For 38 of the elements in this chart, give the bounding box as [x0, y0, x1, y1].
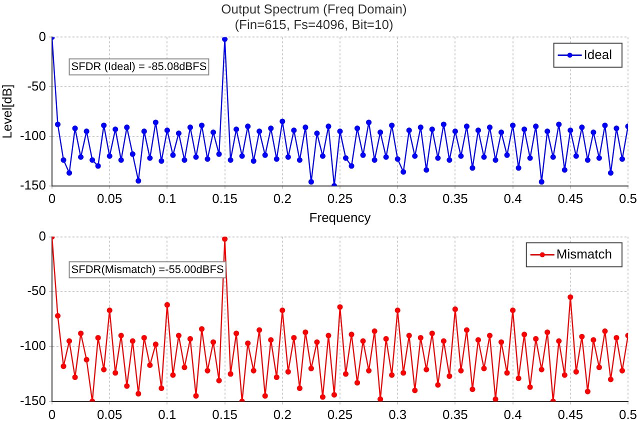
x-tick-label: 0.4 — [504, 191, 522, 206]
x-tick-label: 0.3 — [388, 406, 407, 422]
x-tick-label: 0 — [48, 406, 56, 422]
x-tick-label: 0.25 — [327, 406, 353, 422]
y-tick-label: 0 — [38, 228, 46, 244]
x-tick-label: 0.5 — [618, 191, 638, 206]
y-tick-label: -100 — [20, 128, 46, 143]
annotation: SFDR(Mismatch) =-55.00dBFS — [71, 264, 224, 276]
y-tick-label: -50 — [27, 283, 46, 298]
y-tick-label: -150 — [20, 177, 46, 192]
annotation: SFDR (Ideal) = -85.08dBFS — [71, 60, 207, 73]
x-axis-title: Frequency — [309, 210, 372, 225]
chart-subtitle: (Fin=615, Fs=4096, Bit=10) — [234, 16, 394, 32]
x-tick-label: 0.25 — [327, 191, 353, 206]
y-tick-label: -50 — [27, 78, 46, 94]
x-tick-label: 0.1 — [158, 191, 176, 206]
x-tick-label: 0.15 — [212, 406, 238, 422]
y-tick-label: -100 — [20, 338, 46, 354]
x-tick-label: 0.2 — [273, 191, 292, 206]
legend-label: Ideal — [584, 46, 612, 62]
x-tick-label: 0.15 — [212, 191, 238, 206]
x-tick-label: 0.5 — [618, 406, 638, 422]
x-tick-label: 0.45 — [558, 191, 584, 206]
x-tick-label: 0.35 — [442, 191, 468, 206]
x-tick-label: 0.05 — [96, 406, 122, 422]
y-axis-title: Level[dB] — [0, 84, 14, 139]
chart-title: Output Spectrum (Freq Domain) — [221, 1, 407, 16]
y-tick-label: 0 — [38, 28, 46, 44]
x-tick-label: 0 — [48, 191, 56, 206]
legend-label: Mismatch — [556, 246, 612, 262]
x-tick-label: 0.2 — [273, 406, 292, 422]
y-tick-label: -150 — [20, 392, 46, 408]
x-tick-label: 0.35 — [442, 406, 468, 422]
x-tick-label: 0.1 — [158, 406, 176, 422]
x-tick-label: 0.4 — [504, 406, 522, 422]
x-tick-label: 0.3 — [388, 191, 407, 206]
x-tick-label: 0.45 — [558, 406, 584, 422]
x-tick-label: 0.05 — [96, 191, 122, 206]
